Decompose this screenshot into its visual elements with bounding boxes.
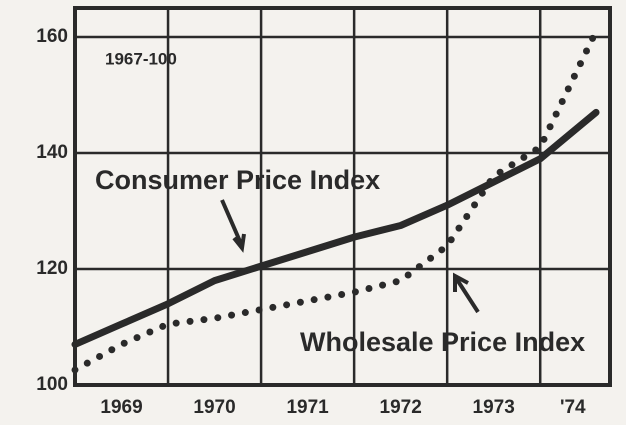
y-tick-label: 140	[36, 142, 68, 163]
wpi-arrow	[453, 272, 480, 314]
x-tick-label: '74	[560, 397, 586, 418]
y-tick-label: 160	[36, 26, 68, 47]
y-tick-label: 100	[36, 374, 68, 395]
base-note: 1967-100	[105, 49, 177, 68]
wpi-line	[71, 27, 600, 374]
x-tick-label: 1973	[473, 397, 515, 418]
cpi-arrow	[220, 199, 246, 253]
wpi-label: Wholesale Price Index	[300, 327, 585, 357]
x-tick-label: 1969	[100, 397, 142, 418]
x-tick-label: 1971	[286, 397, 329, 418]
x-tick-label: 1972	[380, 397, 422, 418]
y-tick-label: 120	[36, 258, 68, 279]
cpi-line	[71, 108, 600, 348]
x-tick-label: 1970	[193, 397, 235, 418]
cpi-label: Consumer Price Index	[95, 165, 380, 195]
